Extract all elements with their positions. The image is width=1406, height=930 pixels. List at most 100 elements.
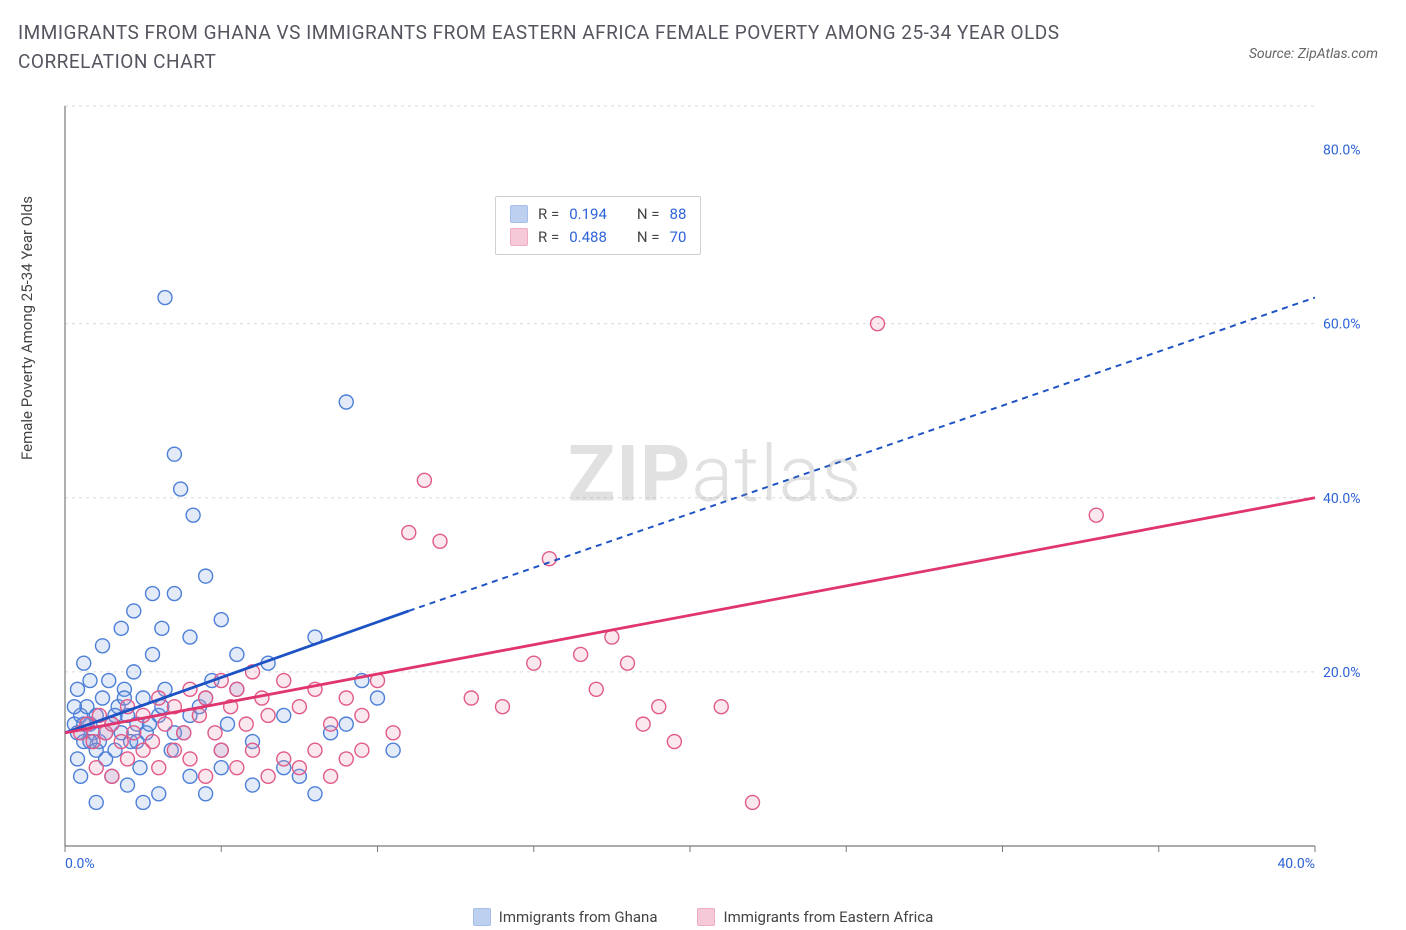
scatter-point <box>261 708 275 722</box>
scatter-point <box>183 769 197 783</box>
trend-line-dashed <box>409 298 1315 611</box>
series-legend-item: Immigrants from Eastern Africa <box>697 908 933 926</box>
scatter-point <box>136 795 150 809</box>
scatter-point <box>277 752 291 766</box>
legend-row: R =0.194N =88 <box>510 203 686 226</box>
legend-swatch <box>510 205 528 223</box>
series-legend-label: Immigrants from Ghana <box>499 908 658 926</box>
scatter-point <box>214 613 228 627</box>
scatter-point <box>146 647 160 661</box>
legend-r-value: 0.194 <box>569 203 607 226</box>
scatter-plot: 20.0%40.0%60.0%80.0%0.0%40.0% <box>55 96 1375 886</box>
scatter-point <box>261 769 275 783</box>
scatter-point <box>292 700 306 714</box>
scatter-point <box>155 621 169 635</box>
scatter-point <box>339 717 353 731</box>
scatter-point <box>230 761 244 775</box>
y-tick-label: 60.0% <box>1323 317 1361 333</box>
source-label: Source: ZipAtlas.com <box>1249 18 1378 62</box>
scatter-point <box>292 761 306 775</box>
scatter-point <box>621 656 635 670</box>
scatter-point <box>186 508 200 522</box>
scatter-point <box>152 761 166 775</box>
scatter-point <box>199 769 213 783</box>
scatter-point <box>167 743 181 757</box>
y-axis-label: Female Poverty Among 25-34 Year Olds <box>18 196 36 460</box>
scatter-point <box>86 735 100 749</box>
scatter-point <box>589 682 603 696</box>
scatter-point <box>386 726 400 740</box>
scatter-point <box>127 665 141 679</box>
scatter-point <box>167 447 181 461</box>
series-legend-item: Immigrants from Ghana <box>473 908 658 926</box>
scatter-point <box>417 473 431 487</box>
scatter-point <box>230 647 244 661</box>
scatter-point <box>214 743 228 757</box>
chart-area: 20.0%40.0%60.0%80.0%0.0%40.0% ZIPatlas R… <box>55 96 1375 886</box>
scatter-point <box>183 630 197 644</box>
scatter-point <box>102 674 116 688</box>
scatter-point <box>114 735 128 749</box>
scatter-point <box>199 787 213 801</box>
trend-line <box>65 498 1315 733</box>
x-tick-label: 40.0% <box>1277 856 1315 872</box>
scatter-point <box>74 769 88 783</box>
scatter-point <box>133 761 147 775</box>
scatter-point <box>71 752 85 766</box>
scatter-point <box>177 726 191 740</box>
scatter-point <box>1089 508 1103 522</box>
y-tick-label: 40.0% <box>1323 491 1361 507</box>
legend-n-label: N = <box>637 203 660 226</box>
scatter-point <box>355 708 369 722</box>
legend-n-value: 88 <box>670 203 687 226</box>
scatter-point <box>277 674 291 688</box>
legend-swatch <box>473 908 491 926</box>
chart-title: IMMIGRANTS FROM GHANA VS IMMIGRANTS FROM… <box>18 18 1118 77</box>
scatter-point <box>192 708 206 722</box>
scatter-point <box>167 587 181 601</box>
legend-r-value: 0.488 <box>569 226 607 249</box>
scatter-point <box>77 656 91 670</box>
legend-r-label: R = <box>538 226 559 249</box>
scatter-point <box>83 674 97 688</box>
scatter-point <box>714 700 728 714</box>
scatter-point <box>158 717 172 731</box>
scatter-point <box>308 743 322 757</box>
scatter-point <box>324 717 338 731</box>
correlation-legend: R =0.194N =88R =0.488N =70 <box>495 196 701 255</box>
scatter-point <box>652 700 666 714</box>
scatter-point <box>158 291 172 305</box>
scatter-point <box>208 726 222 740</box>
scatter-point <box>96 691 110 705</box>
scatter-point <box>246 743 260 757</box>
scatter-point <box>527 656 541 670</box>
scatter-point <box>667 735 681 749</box>
scatter-point <box>746 795 760 809</box>
scatter-point <box>174 482 188 496</box>
legend-row: R =0.488N =70 <box>510 226 686 249</box>
scatter-point <box>89 761 103 775</box>
scatter-point <box>871 317 885 331</box>
scatter-point <box>199 691 213 705</box>
legend-n-label: N = <box>637 226 660 249</box>
series-legend: Immigrants from Ghana Immigrants from Eas… <box>0 908 1406 926</box>
scatter-point <box>89 795 103 809</box>
scatter-point <box>402 526 416 540</box>
scatter-point <box>464 691 478 705</box>
scatter-point <box>339 752 353 766</box>
scatter-point <box>146 587 160 601</box>
scatter-point <box>574 647 588 661</box>
scatter-point <box>230 682 244 696</box>
scatter-point <box>127 604 141 618</box>
scatter-point <box>386 743 400 757</box>
series-legend-label: Immigrants from Eastern Africa <box>723 908 933 926</box>
scatter-point <box>496 700 510 714</box>
scatter-point <box>636 717 650 731</box>
scatter-point <box>214 761 228 775</box>
y-tick-label: 80.0% <box>1323 143 1361 159</box>
x-tick-label: 0.0% <box>65 856 95 872</box>
scatter-point <box>339 395 353 409</box>
scatter-point <box>221 717 235 731</box>
scatter-point <box>308 787 322 801</box>
scatter-point <box>96 639 110 653</box>
